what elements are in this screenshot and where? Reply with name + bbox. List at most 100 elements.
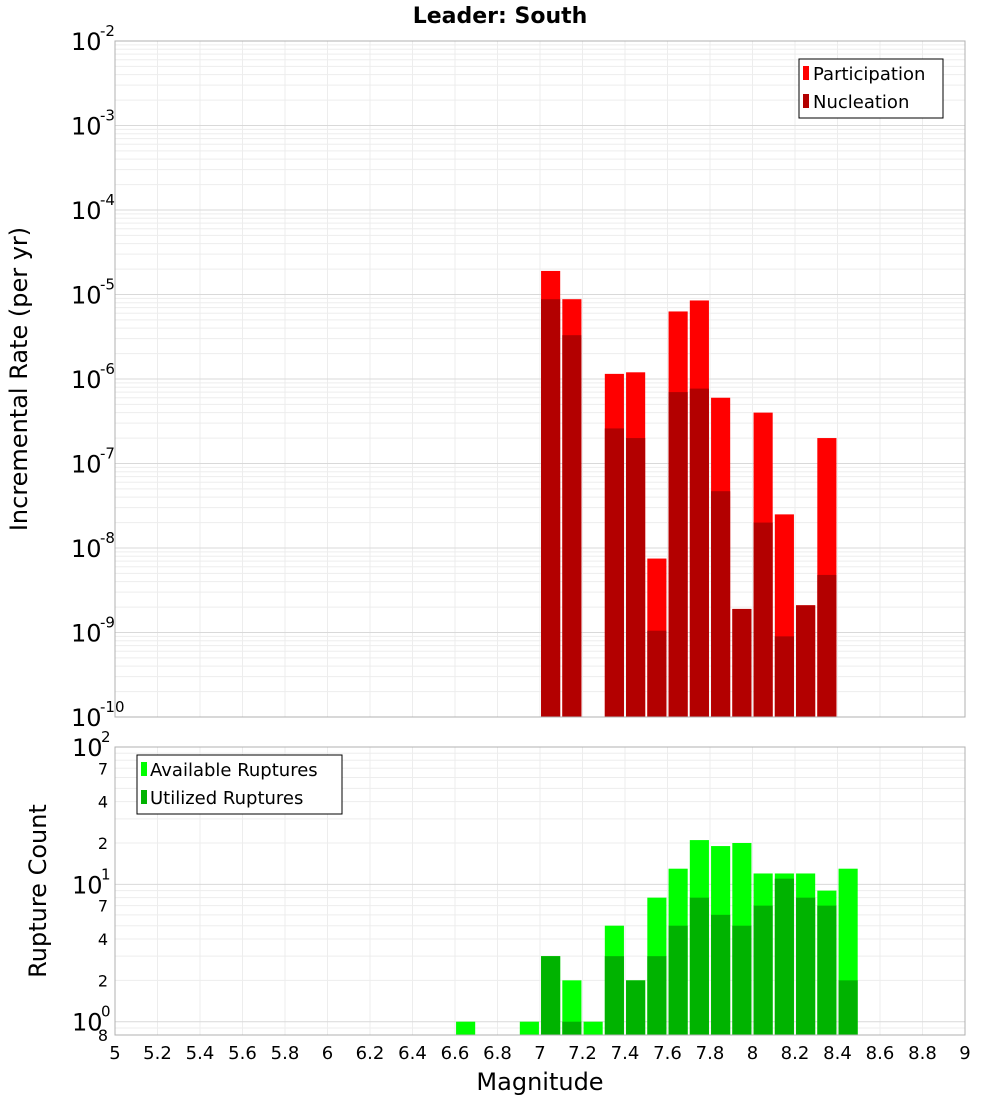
utilized-ruptures-bar — [753, 905, 773, 1035]
top-y-tick-label: 10 — [71, 28, 102, 56]
top-y-tick-label: 10 — [71, 366, 102, 394]
top-y-tick-label: 10 — [71, 704, 102, 732]
nucleation-bar — [647, 630, 667, 717]
nucleation-bar — [774, 636, 794, 717]
x-tick-label: 5 — [109, 1043, 120, 1064]
x-tick-label: 8.6 — [866, 1043, 895, 1064]
top-y-tick-label: 10 — [71, 620, 102, 648]
utilized-ruptures-bar — [647, 956, 667, 1035]
x-tick-label: 9 — [959, 1043, 970, 1064]
x-tick-label: 7.8 — [696, 1043, 725, 1064]
top-y-tick-label: 10 — [71, 282, 102, 310]
chart-title: Leader: South — [413, 4, 588, 29]
top-plot-grid — [114, 41, 966, 718]
utilized-ruptures-bar — [562, 1021, 582, 1035]
x-tick-label: 8.8 — [908, 1043, 937, 1064]
x-tick-label: 6.4 — [398, 1043, 427, 1064]
bottom-y-decade-exponent: 2 — [101, 728, 111, 746]
top-plot-frame — [114, 40, 966, 718]
top-y-tick-exponent: -6 — [100, 360, 115, 378]
utilized-ruptures-bar — [711, 914, 731, 1035]
bottom-y-minor-tick-label: 2 — [98, 834, 108, 853]
bottom-y-decade-label: 10 — [72, 734, 103, 762]
bottom-y-minor-tick-label: 7 — [98, 897, 108, 916]
utilized-ruptures-bar — [838, 980, 858, 1035]
top-y-tick-exponent: -3 — [100, 107, 115, 125]
utilized-ruptures-legend-label: Utilized Ruptures — [150, 788, 303, 809]
x-tick-label: 7.4 — [611, 1043, 640, 1064]
utilized-ruptures-bar — [796, 897, 816, 1035]
participation-legend-label: Participation — [813, 64, 925, 85]
utilized-ruptures-bar — [689, 897, 709, 1035]
top-y-tick-exponent: -7 — [100, 445, 115, 463]
bottom-y-decade-label: 10 — [72, 1009, 103, 1037]
bottom-legend-box — [136, 754, 343, 815]
x-tick-label: 8.4 — [823, 1043, 852, 1064]
x-tick-label: 6.6 — [441, 1043, 470, 1064]
available-ruptures-legend-label: Available Ruptures — [150, 760, 318, 781]
top-y-tick-label: 10 — [71, 113, 102, 141]
nucleation-legend-label: Nucleation — [813, 92, 909, 113]
nucleation-bar — [817, 574, 837, 717]
available-ruptures-bar — [519, 1021, 539, 1035]
utilized-ruptures-legend-swatch — [141, 790, 147, 804]
x-tick-label: 8 — [747, 1043, 758, 1064]
x-tick-label: 7.6 — [653, 1043, 682, 1064]
utilized-ruptures-bar — [668, 925, 688, 1035]
top-y-tick-exponent: -9 — [100, 614, 115, 632]
nucleation-bar — [562, 335, 582, 717]
x-tick-label: 8.2 — [781, 1043, 810, 1064]
top-y-tick-label: 10 — [71, 535, 102, 563]
nucleation-legend-swatch — [803, 94, 809, 108]
nucleation-bar — [541, 299, 561, 717]
nucleation-bar — [753, 522, 773, 717]
bottom-y-minor-tick-label: 4 — [98, 793, 108, 812]
bottom-y-minor-tick-label: 8 — [98, 1026, 108, 1045]
bottom-y-minor-tick-label: 4 — [98, 930, 108, 949]
x-tick-label: 5.4 — [186, 1043, 215, 1064]
bottom-y-minor-tick-label: 7 — [98, 759, 108, 778]
bottom-y-decade-exponent: 1 — [101, 865, 111, 883]
utilized-ruptures-bar — [774, 878, 794, 1035]
x-tick-labels: 5 5.2 5.4 5.6 5.8 6 6.2 6.4 6.6 6.8 7 7.2 7.4 7.6 7.8 8… — [109, 1043, 970, 1064]
bottom-y-axis-title: Rupture Count — [24, 804, 52, 978]
x-tick-label: 6.2 — [356, 1043, 385, 1064]
top-y-tick-label: 10 — [71, 451, 102, 479]
nucleation-bar — [689, 388, 709, 717]
x-tick-label: 7.2 — [568, 1043, 597, 1064]
nucleation-bar — [626, 438, 646, 717]
top-y-tick-exponent: -5 — [100, 276, 115, 294]
bottom-plot-frame — [114, 746, 966, 1036]
nucleation-bar — [796, 605, 816, 717]
available-ruptures-bar — [562, 980, 582, 1035]
bottom-legend: Available Ruptures Utilized Ruptures — [136, 754, 343, 815]
available-ruptures-bar — [456, 1021, 476, 1035]
nucleation-bar — [711, 491, 731, 717]
top-plot-bars — [541, 270, 837, 717]
bottom-y-decade-exponent: 0 — [101, 1003, 111, 1021]
available-ruptures-legend-swatch — [141, 762, 147, 776]
nucleation-bar — [732, 608, 752, 717]
bottom-y-decade-label: 10 — [72, 871, 103, 899]
nucleation-bar — [604, 428, 624, 717]
utilized-ruptures-bar — [541, 956, 561, 1035]
x-tick-label: 7 — [534, 1043, 545, 1064]
available-ruptures-bar — [583, 1021, 603, 1035]
nucleation-bar — [668, 392, 688, 717]
x-tick-label: 5.6 — [228, 1043, 257, 1064]
participation-legend-swatch — [803, 66, 809, 80]
top-legend-box — [798, 58, 944, 119]
utilized-ruptures-bar — [626, 980, 646, 1035]
top-y-tick-exponent: -10 — [100, 698, 125, 716]
utilized-ruptures-bar — [604, 956, 624, 1035]
top-y-tick-label: 10 — [71, 197, 102, 225]
utilized-ruptures-bar — [732, 925, 752, 1035]
x-tick-label: 5.8 — [271, 1043, 300, 1064]
x-tick-label: 5.2 — [143, 1043, 172, 1064]
x-tick-label: 6 — [322, 1043, 333, 1064]
top-y-tick-exponent: -8 — [100, 529, 115, 547]
x-tick-label: 6.8 — [483, 1043, 512, 1064]
